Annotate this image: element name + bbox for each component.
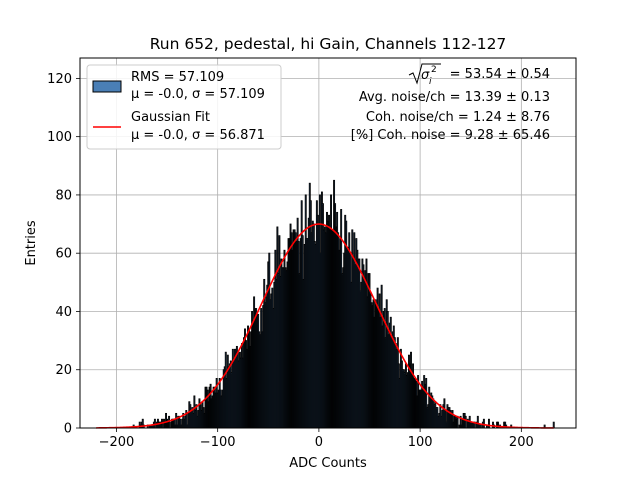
avg-noise-text: Avg. noise/ch = 13.39 ± 0.13 bbox=[359, 90, 550, 105]
histogram-bar bbox=[482, 418, 485, 429]
x-tick-label: 200 bbox=[509, 435, 534, 450]
sigma-value: = 53.54 ± 0.54 bbox=[450, 67, 550, 82]
y-tick-label: 20 bbox=[55, 363, 72, 378]
noise-annotations: σ i 2 = 53.54 ± 0.54 Avg. noise/ch = 13.… bbox=[351, 63, 550, 143]
y-tick-label: 40 bbox=[55, 305, 72, 320]
gaussian-fit-curve bbox=[96, 223, 554, 429]
y-tick-label: 120 bbox=[47, 72, 72, 87]
x-axis-label: ADC Counts bbox=[289, 456, 367, 471]
svg-text:2: 2 bbox=[431, 65, 437, 75]
y-tick-label: 0 bbox=[64, 422, 72, 437]
x-tick-label: −100 bbox=[200, 435, 236, 450]
legend-box bbox=[86, 64, 282, 150]
x-axis-ticks: −200 −100 0 100 200 bbox=[99, 428, 534, 450]
y-tick-label: 100 bbox=[47, 130, 72, 145]
plot-frame bbox=[79, 57, 577, 429]
chart-title: Run 652, pedestal, hi Gain, Channels 112… bbox=[150, 35, 507, 53]
sigma-sqrt-symbol: σ i 2 bbox=[408, 63, 441, 87]
x-tick-label: 0 bbox=[315, 435, 323, 450]
legend-fit-params: μ = -0.0, σ = 56.871 bbox=[131, 128, 265, 143]
svg-text:i: i bbox=[429, 77, 432, 87]
coh-noise-percent-text: [%] Coh. noise = 9.28 ± 65.46 bbox=[351, 128, 550, 143]
legend-histogram-swatch bbox=[92, 80, 122, 93]
histogram-bar bbox=[487, 418, 490, 429]
y-axis-ticks: 0 20 40 60 80 100 120 bbox=[47, 72, 80, 437]
histogram-bar bbox=[552, 421, 555, 429]
legend-fit-label: Gaussian Fit bbox=[131, 110, 210, 125]
legend-histogram-params: μ = -0.0, σ = 57.109 bbox=[131, 87, 265, 102]
legend-histogram-label: RMS = 57.109 bbox=[131, 70, 224, 85]
y-axis-label: Entries bbox=[24, 220, 39, 266]
y-tick-label: 60 bbox=[55, 247, 72, 262]
histogram-bar bbox=[464, 415, 467, 429]
svg-text:σ: σ bbox=[421, 68, 430, 83]
coh-noise-text: Coh. noise/ch = 1.24 ± 8.76 bbox=[366, 110, 550, 125]
x-tick-label: −200 bbox=[99, 435, 135, 450]
histogram-bar bbox=[168, 415, 171, 429]
legend: RMS = 57.109 μ = -0.0, σ = 57.109 Gaussi… bbox=[86, 64, 282, 150]
x-tick-label: 100 bbox=[408, 435, 433, 450]
y-tick-label: 80 bbox=[55, 188, 72, 203]
histogram-bar bbox=[456, 415, 459, 429]
